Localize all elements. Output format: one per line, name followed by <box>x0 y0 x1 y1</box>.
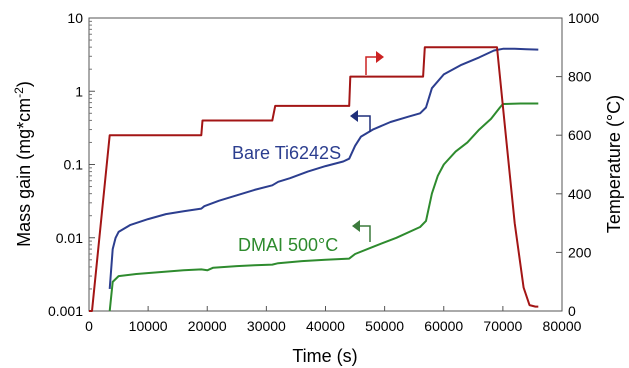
y-right-tick-label: 800 <box>568 69 592 85</box>
y-right-axis-label: Temperature (°C) <box>604 95 624 233</box>
series-label-dmai: DMAI 500°C <box>238 235 338 255</box>
x-tick-label: 20000 <box>188 318 227 334</box>
y-right-ticks: 0 200 400 600 800 1000 <box>556 10 599 319</box>
x-tick-label: 70000 <box>483 318 522 334</box>
y-left-axis-label: Mass gain (mg*cm-2) <box>12 81 34 247</box>
x-tick-label: 10000 <box>129 318 168 334</box>
y-left-tick-label: 0.001 <box>48 303 83 319</box>
y-left-ticks: 0.001 0.01 0.1 1 10 <box>48 10 95 319</box>
x-tick-label: 0 <box>85 318 93 334</box>
x-tick-label: 50000 <box>365 318 404 334</box>
temperature-axis-arrow <box>365 51 384 75</box>
x-axis-label: Time (s) <box>292 346 357 366</box>
x-tick-label: 40000 <box>306 318 345 334</box>
plot-frame <box>88 17 563 312</box>
y-right-tick-label: 200 <box>568 244 592 260</box>
y-left-tick-label: 0.01 <box>56 230 83 246</box>
y-right-tick-label: 600 <box>568 127 592 143</box>
series-group <box>89 46 539 312</box>
y-right-tick-label: 400 <box>568 186 592 202</box>
x-tick-label: 60000 <box>424 318 463 334</box>
y-right-tick-label: 1000 <box>568 10 599 26</box>
dmai-axis-arrow <box>352 220 371 242</box>
series-line-bare-ti6242s <box>108 47 539 289</box>
series-label-bare: Bare Ti6242S <box>232 143 341 163</box>
series-line-dmai-500c <box>108 102 539 312</box>
y-left-tick-label: 0.1 <box>64 157 84 173</box>
y-right-tick-label: 0 <box>568 303 576 319</box>
bare-axis-arrow <box>350 110 371 132</box>
x-tick-label: 80000 <box>543 318 582 334</box>
x-tick-label: 30000 <box>247 318 286 334</box>
x-ticks: 0 10000 20000 30000 40000 50000 60000 70000 8000… <box>85 306 582 334</box>
y-left-tick-label: 1 <box>75 83 83 99</box>
y-left-tick-label: 10 <box>67 10 83 26</box>
series-line-temperature <box>89 46 539 312</box>
